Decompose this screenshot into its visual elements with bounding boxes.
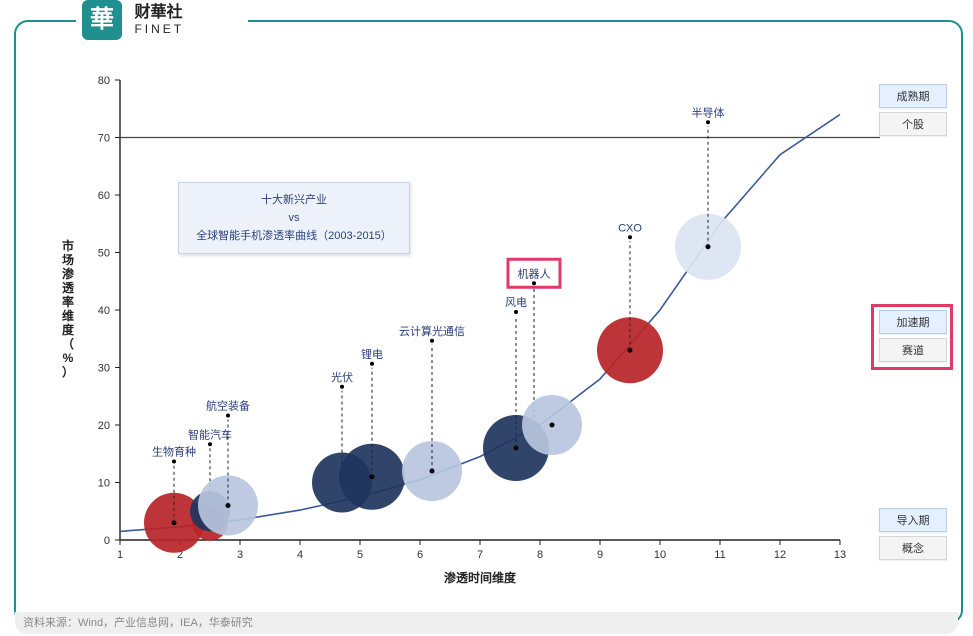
- brand-name-cn: 财華社: [134, 4, 184, 22]
- stage-group: 成熟期个股: [879, 84, 947, 140]
- svg-text:渗透时间维度: 渗透时间维度: [444, 570, 517, 585]
- svg-text:智能汽车: 智能汽车: [188, 427, 232, 441]
- stage-group: 导入期概念: [879, 508, 947, 564]
- svg-text:云计算光通信: 云计算光通信: [399, 324, 465, 338]
- svg-text:市: 市: [62, 238, 74, 253]
- svg-text:生物育种: 生物育种: [152, 445, 196, 459]
- brand-logo: 華 财華社 FINET: [76, 0, 248, 42]
- svg-text:6: 6: [417, 549, 423, 561]
- svg-text:渗: 渗: [62, 266, 75, 281]
- caption-line1: 十大新兴产业: [189, 191, 399, 209]
- svg-text:30: 30: [98, 363, 110, 375]
- brand-name-en: FINET: [134, 22, 184, 36]
- svg-text:60: 60: [98, 190, 110, 202]
- svg-text:11: 11: [714, 549, 725, 561]
- page-root: 華 财華社 FINET 1234567891011121301020304050…: [0, 0, 973, 636]
- svg-text:（: （: [62, 336, 74, 351]
- svg-text:%: %: [63, 351, 74, 365]
- svg-text:80: 80: [98, 75, 110, 87]
- brand-text: 财華社 FINET: [134, 4, 184, 36]
- svg-text:光伏: 光伏: [331, 370, 353, 384]
- svg-text:风电: 风电: [505, 296, 527, 309]
- svg-text:半导体: 半导体: [692, 105, 725, 119]
- svg-text:）: ）: [62, 364, 74, 379]
- penetration-chart: 1234567891011121301020304050607080渗透时间维度…: [30, 60, 950, 600]
- svg-text:锂电: 锂电: [361, 347, 383, 361]
- stage-highlight: [871, 304, 953, 370]
- svg-text:9: 9: [597, 549, 603, 561]
- brand-badge: 華: [82, 0, 122, 40]
- svg-text:3: 3: [237, 549, 243, 561]
- stage-label-grey: 个股: [879, 112, 947, 136]
- svg-text:度: 度: [62, 322, 75, 337]
- svg-text:12: 12: [774, 549, 786, 561]
- svg-text:0: 0: [104, 535, 110, 547]
- svg-text:率: 率: [62, 294, 74, 309]
- source-line: 资料来源：Wind，产业信息网，IEA，华泰研究: [15, 612, 958, 634]
- svg-text:50: 50: [98, 248, 110, 260]
- svg-text:10: 10: [654, 549, 666, 561]
- svg-text:4: 4: [297, 549, 303, 561]
- svg-text:场: 场: [62, 253, 74, 267]
- svg-text:20: 20: [98, 420, 110, 432]
- svg-text:70: 70: [98, 133, 110, 145]
- svg-text:1: 1: [117, 549, 123, 561]
- svg-text:维: 维: [62, 308, 74, 323]
- caption-line3: 全球智能手机渗透率曲线（2003-2015）: [189, 227, 399, 245]
- caption-line2: vs: [189, 209, 399, 227]
- svg-text:航空装备: 航空装备: [206, 399, 250, 413]
- svg-text:机器人: 机器人: [518, 266, 551, 280]
- stage-label-blue: 成熟期: [879, 84, 947, 108]
- stage-label-blue: 导入期: [879, 508, 947, 532]
- svg-text:7: 7: [477, 549, 483, 561]
- stage-label-grey: 概念: [879, 536, 947, 560]
- svg-text:CXO: CXO: [618, 222, 642, 234]
- svg-text:透: 透: [62, 281, 75, 295]
- chart-caption-box: 十大新兴产业 vs 全球智能手机渗透率曲线（2003-2015）: [178, 182, 410, 254]
- svg-text:8: 8: [537, 549, 543, 561]
- svg-text:40: 40: [98, 305, 110, 317]
- svg-text:10: 10: [98, 478, 110, 490]
- svg-text:13: 13: [834, 549, 846, 561]
- svg-text:5: 5: [357, 549, 363, 561]
